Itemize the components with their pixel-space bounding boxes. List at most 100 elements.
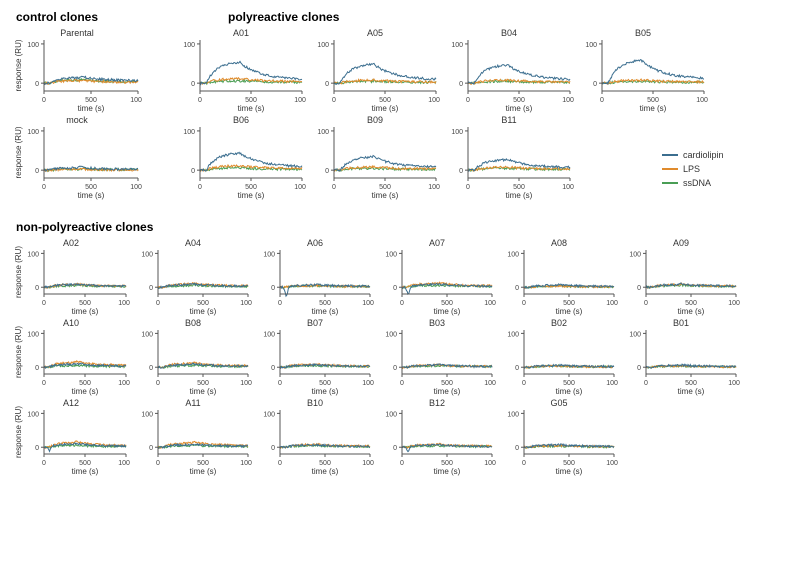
xtick-label: 500 <box>85 184 97 191</box>
xlabel: time (s) <box>372 191 399 200</box>
xtick-label: 1000 <box>362 460 374 467</box>
cell-Parental: Parental 010005001000time (s)response (R… <box>12 28 142 113</box>
plot-A02: 010005001000time (s)response (RU) <box>12 238 130 316</box>
xtick-label: 500 <box>245 97 257 104</box>
plot-A09: 010005001000time (s) <box>622 238 740 316</box>
empty-cell <box>146 115 172 200</box>
ytick-label: 0 <box>393 365 397 372</box>
xtick-label: 500 <box>441 380 453 387</box>
cell-A12: A12 010005001000time (s)response (RU) <box>12 398 130 476</box>
legend-swatch <box>662 154 678 156</box>
xtick-label: 0 <box>42 300 46 307</box>
plot-B02: 010005001000time (s) <box>500 318 618 396</box>
bottom-section-title: non-polyreactive clones <box>12 220 788 238</box>
xtick-label: 500 <box>379 97 391 104</box>
ytick-label: 100 <box>141 331 153 338</box>
plot-title: A02 <box>12 238 130 248</box>
legend-label: cardiolipin <box>683 150 724 160</box>
xtick-label: 1000 <box>484 300 496 307</box>
plot-A11: 010005001000time (s) <box>134 398 252 476</box>
cell-A04: A04 010005001000time (s) <box>134 238 252 316</box>
ytick-label: 0 <box>149 365 153 372</box>
xtick-label: 1000 <box>606 380 618 387</box>
xtick-label: 0 <box>400 460 404 467</box>
xtick-label: 1000 <box>696 97 708 104</box>
xtick-label: 0 <box>522 300 526 307</box>
ytick-label: 100 <box>141 411 153 418</box>
ytick-label: 100 <box>27 411 39 418</box>
legend-swatch <box>662 168 678 170</box>
section-title-polyreactive: polyreactive clones <box>228 10 339 24</box>
xlabel: time (s) <box>678 307 705 316</box>
xtick-label: 1000 <box>294 97 306 104</box>
xtick-label: 1000 <box>294 184 306 191</box>
xtick-label: 500 <box>513 184 525 191</box>
ytick-label: 0 <box>393 445 397 452</box>
xtick-label: 1000 <box>362 380 374 387</box>
plot-title: B08 <box>134 318 252 328</box>
ytick-label: 0 <box>593 81 597 88</box>
plot-title: B06 <box>176 115 306 125</box>
plot-A08: 010005001000time (s) <box>500 238 618 316</box>
xtick-label: 0 <box>332 97 336 104</box>
ytick-label: 0 <box>637 365 641 372</box>
ytick-label: 100 <box>451 129 463 136</box>
xtick-label: 0 <box>332 184 336 191</box>
xtick-label: 1000 <box>240 300 252 307</box>
xtick-label: 0 <box>198 97 202 104</box>
cell-B02: B02 010005001000time (s) <box>500 318 618 396</box>
xlabel: time (s) <box>312 467 339 476</box>
xtick-label: 500 <box>513 97 525 104</box>
xlabel: time (s) <box>556 307 583 316</box>
plot-title: B09 <box>310 115 440 125</box>
xlabel: time (s) <box>312 387 339 396</box>
xtick-label: 0 <box>522 380 526 387</box>
plot-title: A09 <box>622 238 740 248</box>
plot-title: A01 <box>176 28 306 38</box>
ylabel: response (RU) <box>14 246 23 298</box>
xtick-label: 500 <box>79 460 91 467</box>
xtick-label: 500 <box>685 300 697 307</box>
ytick-label: 100 <box>451 42 463 49</box>
xtick-label: 0 <box>278 300 282 307</box>
xtick-label: 0 <box>198 184 202 191</box>
xtick-label: 0 <box>400 300 404 307</box>
xtick-label: 1000 <box>240 380 252 387</box>
cell-B03: B03 010005001000time (s) <box>378 318 496 396</box>
plot-B07: 010005001000time (s) <box>256 318 374 396</box>
ytick-label: 100 <box>629 331 641 338</box>
legend-label: ssDNA <box>683 178 711 188</box>
ytick-label: 0 <box>271 285 275 292</box>
cell-A09: A09 010005001000time (s) <box>622 238 740 316</box>
plot-title: B02 <box>500 318 618 328</box>
xlabel: time (s) <box>506 104 533 113</box>
xtick-label: 1000 <box>130 97 142 104</box>
plot-B05: 010005001000time (s) <box>578 28 708 113</box>
cell-B08: B08 010005001000time (s) <box>134 318 252 396</box>
xlabel: time (s) <box>556 387 583 396</box>
xlabel: time (s) <box>434 387 461 396</box>
ytick-label: 100 <box>27 251 39 258</box>
xtick-label: 0 <box>156 460 160 467</box>
ytick-label: 0 <box>35 81 39 88</box>
legend-swatch <box>662 182 678 184</box>
empty-cell <box>622 398 740 476</box>
xtick-label: 0 <box>466 97 470 104</box>
ytick-label: 0 <box>35 445 39 452</box>
ytick-label: 100 <box>27 129 39 136</box>
xlabel: time (s) <box>238 191 265 200</box>
plot-title: A08 <box>500 238 618 248</box>
xlabel: time (s) <box>78 104 105 113</box>
xlabel: time (s) <box>78 191 105 200</box>
xtick-label: 500 <box>563 380 575 387</box>
cell-B09: B09 010005001000time (s) <box>310 115 440 200</box>
xtick-label: 1000 <box>484 460 496 467</box>
cell-B06: B06 010005001000time (s) <box>176 115 306 200</box>
plot-A04: 010005001000time (s) <box>134 238 252 316</box>
ytick-label: 0 <box>35 365 39 372</box>
ytick-label: 0 <box>35 285 39 292</box>
cell-A02: A02 010005001000time (s)response (RU) <box>12 238 130 316</box>
ytick-label: 0 <box>325 168 329 175</box>
ytick-label: 100 <box>629 251 641 258</box>
xtick-label: 500 <box>79 300 91 307</box>
